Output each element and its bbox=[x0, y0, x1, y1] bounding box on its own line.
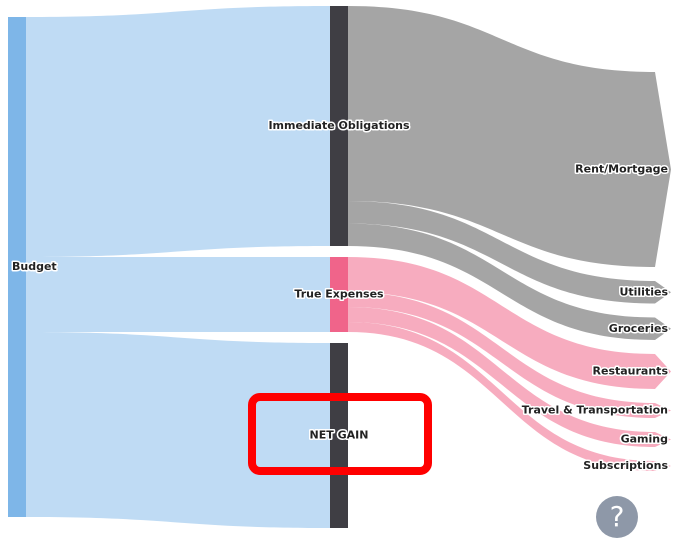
node bbox=[8, 17, 26, 517]
labels: Budget Immediate Obligations True Expenses… bbox=[11, 118, 670, 474]
node-label: Subscriptions bbox=[583, 459, 668, 472]
node-label: Restaurants bbox=[593, 365, 669, 378]
node bbox=[330, 6, 348, 246]
link bbox=[26, 6, 330, 257]
link bbox=[348, 6, 671, 267]
link bbox=[348, 201, 671, 304]
node-label: Travel & Transportation bbox=[522, 404, 668, 417]
highlight-box bbox=[248, 393, 432, 475]
node-label: Gaming bbox=[621, 433, 668, 446]
node-label: Rent/Mortgage bbox=[575, 163, 668, 176]
link bbox=[348, 257, 671, 389]
link bbox=[348, 292, 671, 418]
nodes bbox=[8, 6, 348, 528]
link bbox=[26, 257, 330, 332]
links bbox=[26, 6, 671, 528]
node-label: True Expenses bbox=[294, 288, 384, 301]
link bbox=[26, 332, 330, 528]
node-label: Utilities bbox=[619, 285, 668, 298]
node-label: Budget bbox=[12, 260, 57, 273]
help-button[interactable]: ? bbox=[596, 496, 638, 538]
link bbox=[348, 307, 671, 447]
node bbox=[330, 343, 348, 528]
link bbox=[348, 223, 671, 340]
node bbox=[330, 257, 348, 332]
node-label: Immediate Obligations bbox=[268, 119, 410, 132]
node-label: Groceries bbox=[609, 322, 669, 335]
node-label: NET GAIN bbox=[310, 429, 369, 442]
